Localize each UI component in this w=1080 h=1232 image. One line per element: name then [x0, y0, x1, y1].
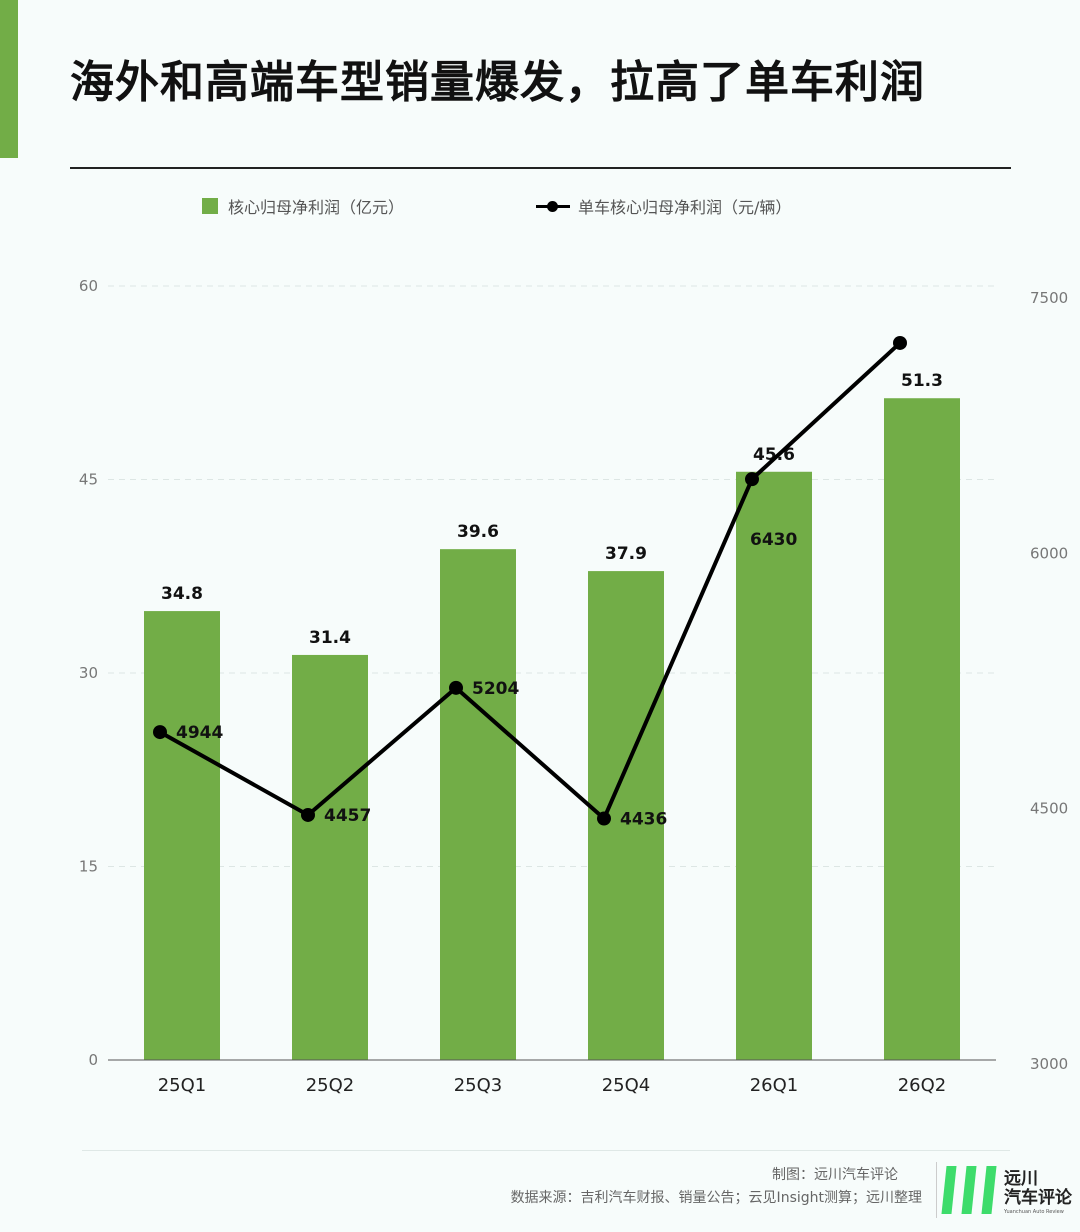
y-right-tick-label: 7500: [1030, 289, 1068, 307]
y-right-tick-label: 6000: [1030, 544, 1068, 562]
chart-credit: 制图：远川汽车评论: [772, 1167, 898, 1183]
line-value-label: 6430: [750, 530, 797, 550]
x-tick-label: 25Q4: [602, 1075, 651, 1096]
logo-subtitle: Yuanchuan Auto Review: [1004, 1209, 1064, 1215]
line-point: [301, 807, 315, 822]
combo-chart: 0 15 30 45 60 3000 4500 6000 7500 34.8 31.4 39.6 37.…: [79, 277, 1068, 1096]
y-left-tick-label: 0: [88, 1051, 98, 1069]
x-tick-label: 25Q1: [158, 1075, 207, 1096]
brand-logo: 远川 汽车评论 Yuanchuan Auto Review: [936, 1158, 1076, 1220]
line-point: [597, 811, 611, 826]
y-left-tick-label: 15: [79, 858, 98, 876]
legend-bar-label: 核心归母净利润（亿元）: [228, 198, 405, 217]
bar: [440, 549, 516, 1060]
y-left-tick-label: 45: [79, 471, 98, 489]
line-value-label: 5204: [472, 679, 519, 699]
y-right-tick-label: 4500: [1030, 800, 1068, 818]
bar: [292, 654, 368, 1060]
logo-stripe-icon: [941, 1166, 957, 1214]
y-left-tick-label: 30: [79, 664, 98, 682]
x-tick-label: 26Q2: [898, 1075, 947, 1096]
x-tick-label: 25Q3: [454, 1075, 503, 1096]
logo-stripe-icon: [961, 1166, 977, 1214]
bar-value-label: 39.6: [457, 522, 499, 542]
chart-legend: 核心归母净利润（亿元） 单车核心归母净利润（元/辆）: [0, 194, 1080, 218]
legend-line-swatch: [536, 198, 570, 214]
title-accent-bar: [0, 0, 18, 158]
logo-name-line2: 汽车评论: [1004, 1188, 1072, 1208]
bar: [736, 471, 812, 1060]
line-value-label: 4944: [176, 723, 223, 743]
y-right-tick-label: 3000: [1030, 1055, 1068, 1073]
logo-stripe-icon: [981, 1166, 997, 1214]
bar-value-label: 37.9: [605, 544, 647, 564]
legend-bar-swatch: [202, 198, 218, 214]
bar: [884, 398, 960, 1061]
logo-name: 远川 汽车评论: [1004, 1170, 1072, 1208]
data-source: 数据来源：吉利汽车财报、销量公告；云见Insight测算；远川整理: [510, 1190, 922, 1206]
y-left-tick-label: 60: [79, 277, 98, 295]
chart-title: 海外和高端车型销量爆发，拉高了单车利润: [70, 57, 925, 108]
x-tick-label: 26Q1: [750, 1075, 799, 1096]
legend-item-line: 单车核心归母净利润（元/辆）: [536, 194, 791, 218]
logo-name-line1: 远川: [1004, 1169, 1038, 1189]
logo-divider: [936, 1162, 937, 1218]
line-value-label: 4457: [324, 806, 371, 826]
bar-value-label: 34.8: [161, 584, 203, 604]
legend-line-label: 单车核心归母净利润（元/辆）: [578, 198, 792, 217]
legend-item-bar: 核心归母净利润（亿元）: [202, 194, 404, 218]
line-point: [745, 472, 759, 487]
series-line: [159, 341, 902, 821]
line-point: [893, 335, 907, 350]
x-tick-label: 25Q2: [306, 1075, 355, 1096]
bar-value-label: 51.3: [901, 371, 943, 391]
line-value-label: 4436: [620, 810, 667, 830]
line-point: [153, 725, 167, 740]
line-point: [449, 680, 463, 695]
title-divider: [70, 167, 1011, 169]
bar-value-label: 31.4: [309, 628, 351, 648]
footer-divider: [82, 1150, 1010, 1151]
bar: [144, 611, 220, 1060]
